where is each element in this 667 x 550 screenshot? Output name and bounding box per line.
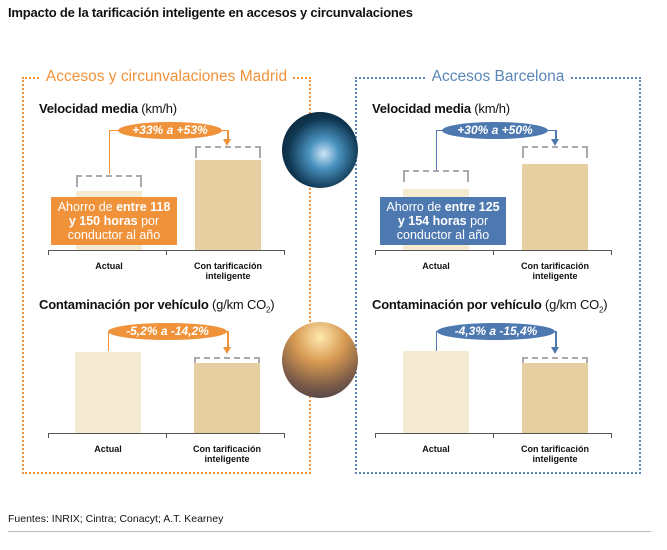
- savings-callout: Ahorro de entre 118 y 150 horas por cond…: [51, 197, 177, 245]
- x-label-actual: Actual: [422, 444, 450, 454]
- x-label-smart: Con tarificación inteligente: [193, 261, 262, 281]
- speed-heading: Velocidad media (km/h): [39, 101, 177, 116]
- change-pill: -4,3% a -15,4%: [437, 323, 555, 340]
- pollution-heading: Contaminación por vehículo (g/km CO2): [39, 297, 275, 315]
- bar-smart: [195, 160, 261, 250]
- change-pill: +33% a +53%: [118, 122, 222, 139]
- change-pill: -5,2% a -14,2%: [108, 323, 227, 340]
- savings-callout: Ahorro de entre 125 y 154 horas por cond…: [380, 197, 506, 245]
- x-label-smart: Con tarificación inteligente: [192, 444, 261, 464]
- x-label-actual: Actual: [95, 261, 123, 271]
- arrow-down-icon: [551, 347, 559, 354]
- panel-title: Accesos y circunvalaciones Madrid: [39, 68, 294, 85]
- pollution-heading: Contaminación por vehículo (g/km CO2): [372, 297, 608, 315]
- arrow-down-icon: [223, 347, 231, 354]
- range-outline-smart: [522, 357, 588, 363]
- bar-actual: [403, 351, 469, 433]
- range-outline-smart: [522, 146, 588, 158]
- arrow-down-icon: [551, 139, 559, 146]
- x-label-smart: Con tarificación inteligente: [520, 444, 589, 464]
- bar-smart: [522, 363, 588, 433]
- madrid-panel: Accesos y circunvalaciones Madrid Veloci…: [22, 68, 311, 474]
- range-outline-smart: [194, 357, 260, 363]
- panel-title: Accesos Barcelona: [425, 68, 571, 85]
- range-outline-smart: [195, 146, 261, 158]
- traffic-jam-city-photo: [282, 322, 358, 398]
- change-pill: +30% a +50%: [442, 122, 548, 139]
- footer-divider: [8, 531, 651, 532]
- speed-heading: Velocidad media (km/h): [372, 101, 510, 116]
- page-title: Impacto de la tarificación inteligente e…: [8, 5, 413, 20]
- x-label-actual: Actual: [94, 444, 122, 454]
- bar-smart: [194, 363, 260, 433]
- x-label-smart: Con tarificación inteligente: [520, 261, 589, 281]
- barcelona-panel: Accesos Barcelona Velocidad media (km/h)…: [355, 68, 641, 474]
- sources-footer: Fuentes: INRIX; Cintra; Conacyt; A.T. Ke…: [8, 513, 224, 525]
- x-axis: [375, 250, 612, 255]
- range-outline-actual: [76, 175, 142, 187]
- bar-smart: [522, 164, 588, 250]
- x-label-actual: Actual: [422, 261, 450, 271]
- range-outline-actual: [403, 170, 469, 182]
- bar-actual: [75, 352, 141, 433]
- arrow-down-icon: [223, 139, 231, 146]
- x-axis: [48, 250, 285, 255]
- x-axis: [375, 433, 612, 438]
- x-axis: [48, 433, 285, 438]
- traffic-night-highway-photo: [282, 112, 358, 188]
